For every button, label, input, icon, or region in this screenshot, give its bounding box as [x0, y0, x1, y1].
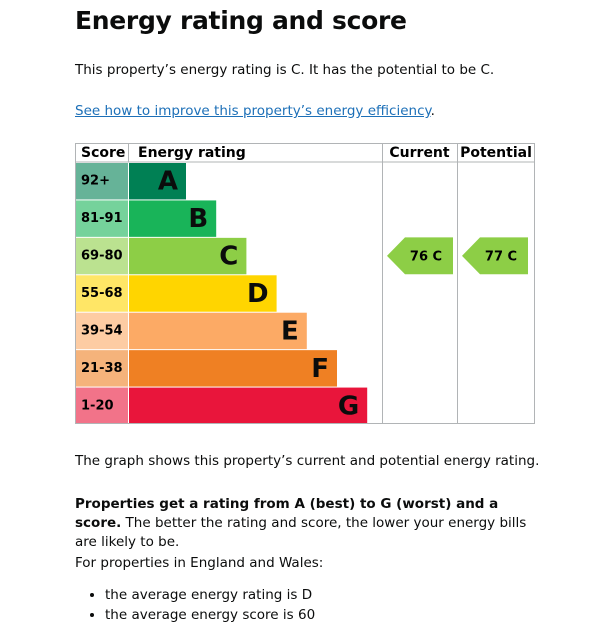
score-label: 1-20: [81, 398, 114, 413]
rating-bar: [129, 200, 217, 237]
score-label: 81-91: [81, 211, 123, 226]
explain-rest: The better the rating and score, the low…: [75, 515, 527, 550]
potential-label: 77 C: [485, 249, 517, 264]
explain-bold: Properties get a rating from A (best) to…: [75, 496, 499, 531]
rating-letter: C: [219, 242, 238, 272]
link-line: See how to improve this property’s energ…: [75, 103, 435, 119]
improve-link[interactable]: See how to improve this property’s energ…: [75, 103, 431, 119]
explain: Properties get a rating from A (best) to…: [75, 495, 545, 552]
averages-intro: For properties in England and Wales:: [75, 555, 324, 571]
title: Energy rating and score: [75, 6, 407, 35]
score-label: 69-80: [81, 249, 123, 264]
column-header: Current: [389, 145, 450, 161]
score-cell: [76, 387, 128, 424]
rating-letter: G: [338, 391, 359, 421]
score-label: 92+: [81, 174, 110, 189]
average-item: the average energy score is 60: [105, 607, 315, 623]
rating-bar: [129, 312, 307, 350]
rating-letter: E: [281, 316, 299, 346]
current-arrow: [387, 237, 453, 275]
score-cell: [76, 163, 128, 200]
score-cell: [76, 350, 128, 387]
rating-letter: D: [247, 279, 269, 309]
average-item: the average energy rating is D: [105, 587, 315, 603]
potential-arrow: [462, 237, 528, 275]
column-header: Score: [81, 145, 125, 161]
score-cell: [76, 237, 128, 275]
intro: This property’s energy rating is C. It h…: [75, 62, 495, 78]
summary: The graph shows this property’s current …: [75, 453, 540, 469]
rating-letter: F: [311, 354, 329, 384]
score-label: 55-68: [81, 286, 123, 301]
score-label: 21-38: [81, 361, 123, 376]
rating-letter: B: [188, 204, 208, 234]
score-cell: [76, 200, 128, 237]
rating-bar: [129, 237, 247, 275]
score-cell: [76, 275, 128, 312]
rating-bar: [129, 350, 337, 387]
score-label: 39-54: [81, 323, 123, 338]
averages-list: the average energy rating is D the avera…: [75, 587, 315, 627]
current-label: 76 C: [410, 249, 442, 264]
rating-bar: [129, 163, 186, 200]
graph-border: [75, 143, 535, 424]
column-header: Energy rating: [138, 145, 246, 161]
rating-bar: [129, 275, 277, 312]
rating-letter: A: [158, 167, 178, 197]
rating-bar: [129, 387, 368, 424]
column-header: Potential: [460, 145, 532, 161]
link-after: .: [430, 103, 435, 119]
score-cell: [76, 312, 128, 350]
